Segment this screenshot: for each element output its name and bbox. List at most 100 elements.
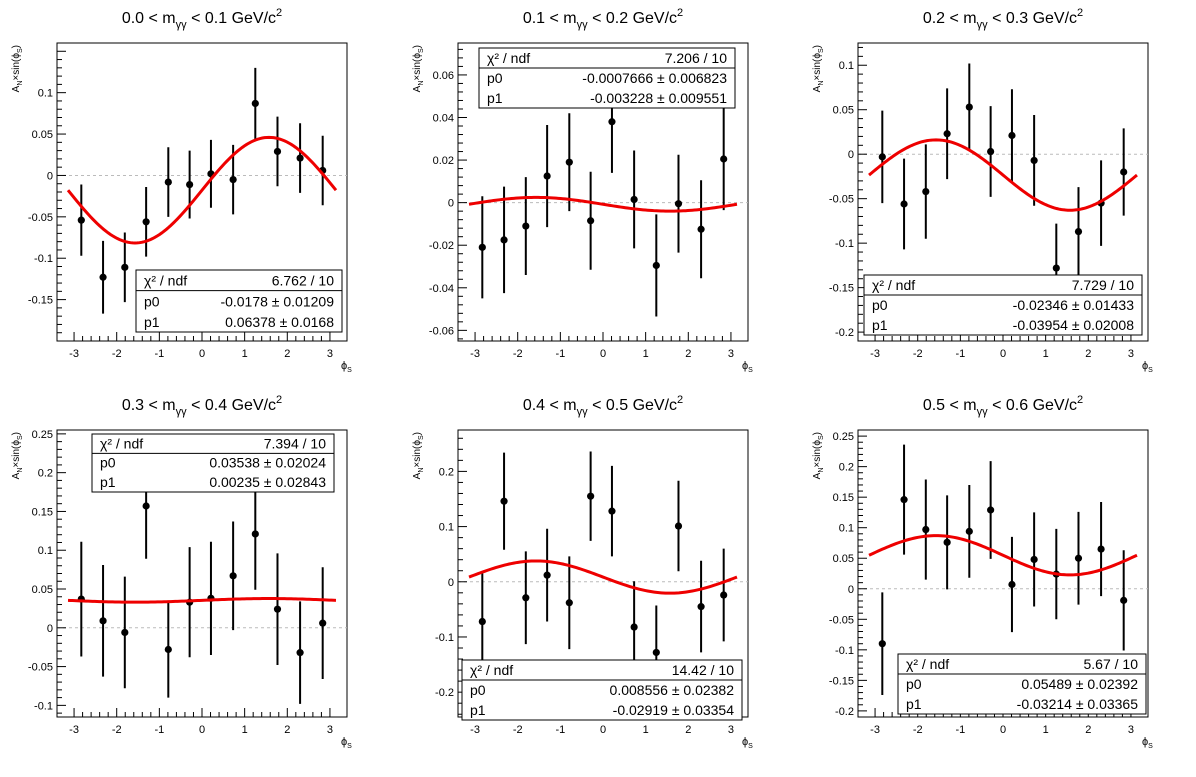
data-point bbox=[1120, 550, 1128, 651]
x-tick-label: -3 bbox=[870, 348, 880, 360]
data-point bbox=[207, 139, 215, 208]
stats-chi2-label: χ² / ndf bbox=[470, 662, 513, 678]
x-tick-label: -1 bbox=[555, 724, 565, 736]
data-marker bbox=[164, 645, 172, 654]
data-point bbox=[587, 451, 595, 541]
stats-p1-value: -0.02919 ± 0.03354 bbox=[613, 702, 735, 718]
y-tick-label: 0.25 bbox=[833, 431, 854, 443]
x-axis-label: ϕS bbox=[1142, 360, 1153, 374]
data-point bbox=[587, 171, 595, 270]
y-axis-label: AN×sin(ϕS) bbox=[812, 432, 825, 479]
y-axis-label: AN×sin(ϕS) bbox=[412, 432, 425, 479]
y-axis-label: AN×sin(ϕS) bbox=[412, 45, 425, 92]
data-marker bbox=[142, 218, 150, 226]
data-point bbox=[142, 187, 150, 257]
stats-box: χ² / ndf 5.67 / 10 p0 0.05489 ± 0.02392 p1 -0… bbox=[897, 653, 1147, 715]
stats-p1-value: 0.06378 ± 0.0168 bbox=[225, 314, 334, 330]
fit-curve bbox=[67, 597, 337, 604]
stats-p1-label: p1 bbox=[470, 702, 486, 718]
x-tick-label: 2 bbox=[284, 724, 290, 736]
stats-p0-label: p0 bbox=[487, 70, 503, 86]
x-tick-label: 1 bbox=[643, 348, 649, 360]
y-tick-label: 0 bbox=[848, 584, 854, 596]
data-marker bbox=[99, 617, 107, 625]
data-marker bbox=[296, 649, 304, 657]
data-marker bbox=[652, 261, 660, 270]
data-marker bbox=[543, 571, 551, 579]
stats-p1-label: p1 bbox=[100, 474, 116, 490]
data-point bbox=[630, 150, 638, 249]
data-marker bbox=[319, 619, 327, 627]
data-marker bbox=[164, 178, 172, 186]
x-tick-label: -2 bbox=[513, 348, 523, 360]
chart-panel-2: -3 -2 -1 0 1 2 3 -0.06 -0.04 -0.02 0 0.02 0.04 0.06 0.… bbox=[412, 7, 753, 374]
stats-p0-value: -0.0007666 ± 0.006823 bbox=[582, 70, 727, 86]
y-tick-label: -0.2 bbox=[835, 327, 854, 339]
x-tick-label: 3 bbox=[1128, 724, 1134, 736]
stats-box: χ² / ndf 7.394 / 10 p0 0.03538 ± 0.02024 p1 0… bbox=[91, 433, 335, 493]
x-tick-label: -2 bbox=[112, 348, 122, 360]
data-marker bbox=[1030, 555, 1038, 564]
stats-chi2-value: 7.729 / 10 bbox=[1072, 277, 1134, 293]
x-tick-label: 0 bbox=[600, 348, 606, 360]
stats-box: χ² / ndf 6.762 / 10 p0 -0.0178 ± 0.01209 p1 0… bbox=[135, 269, 343, 333]
data-marker bbox=[1120, 596, 1128, 604]
data-marker bbox=[121, 628, 129, 637]
x-tick-label: 1 bbox=[1043, 348, 1049, 360]
stats-p0-label: p0 bbox=[906, 676, 922, 692]
y-tick-label: -0.2 bbox=[835, 706, 854, 718]
data-point bbox=[1074, 511, 1083, 605]
y-tick-label: 0.05 bbox=[32, 584, 53, 596]
stats-box: χ² / ndf 7.206 / 10 p0 -0.0007666 ± 0.00682… bbox=[478, 47, 736, 109]
y-tick-label: 0.06 bbox=[433, 70, 454, 82]
stats-p1-value: -0.03954 ± 0.02008 bbox=[1013, 317, 1135, 333]
data-marker bbox=[943, 130, 951, 138]
data-point bbox=[229, 521, 237, 631]
chart-panel-3: -3 -2 -1 0 1 2 3 -0.2 -0.15 -0.1 -0.05 0 0.05 0.1 0.2 … bbox=[812, 7, 1153, 374]
y-tick-label: -0.2 bbox=[435, 687, 454, 699]
x-tick-label: -3 bbox=[69, 724, 79, 736]
x-axis-label: ϕS bbox=[341, 736, 352, 750]
data-point bbox=[720, 107, 728, 211]
data-point bbox=[697, 560, 705, 653]
data-marker bbox=[142, 502, 150, 510]
data-marker bbox=[478, 617, 486, 626]
data-marker bbox=[943, 538, 951, 546]
x-tick-label: 1 bbox=[242, 724, 248, 736]
fit-curve bbox=[868, 534, 1138, 577]
y-tick-label: 0 bbox=[448, 577, 454, 589]
stats-p0-value: 0.05489 ± 0.02392 bbox=[1021, 676, 1138, 692]
data-marker bbox=[922, 187, 930, 196]
x-tick-label: 0 bbox=[1000, 348, 1006, 360]
y-tick-label: 0.25 bbox=[32, 429, 53, 441]
y-tick-label: 0.1 bbox=[839, 60, 854, 72]
y-tick-label: 0.2 bbox=[839, 462, 854, 474]
data-point bbox=[565, 556, 573, 650]
data-marker bbox=[1120, 168, 1128, 176]
data-point bbox=[943, 495, 951, 590]
fit-curve bbox=[468, 195, 738, 213]
data-marker bbox=[1008, 580, 1016, 589]
chart-panel-5: -3 -2 -1 0 1 2 3 -0.2 -0.1 0 0.1 0.2 0.4 < mγγ < 0.5… bbox=[412, 394, 753, 750]
x-tick-label: -3 bbox=[470, 348, 480, 360]
data-marker bbox=[229, 175, 237, 184]
data-marker bbox=[1074, 227, 1083, 236]
data-marker bbox=[900, 496, 908, 504]
stats-p1-label: p1 bbox=[872, 317, 888, 333]
data-point bbox=[965, 63, 973, 151]
y-tick-label: -0.1 bbox=[34, 253, 53, 265]
stats-chi2-label: χ² / ndf bbox=[100, 435, 143, 451]
data-marker bbox=[1074, 554, 1083, 562]
chart-title: 0.0 < mγγ < 0.1 GeV/c2 bbox=[122, 7, 282, 31]
stats-p1-label: p1 bbox=[906, 696, 922, 712]
data-marker bbox=[522, 594, 530, 602]
y-axis-label: AN×sin(ϕS) bbox=[11, 432, 24, 479]
data-point bbox=[99, 240, 107, 314]
y-tick-label: 0.05 bbox=[833, 553, 854, 565]
data-point bbox=[878, 592, 886, 696]
y-tick-label: -0.05 bbox=[28, 212, 53, 224]
stats-p0-label: p0 bbox=[144, 293, 160, 309]
chart-title: 0.4 < mγγ < 0.5 GeV/c2 bbox=[523, 394, 683, 418]
data-point bbox=[522, 551, 530, 645]
stats-chi2-value: 6.762 / 10 bbox=[272, 273, 334, 289]
